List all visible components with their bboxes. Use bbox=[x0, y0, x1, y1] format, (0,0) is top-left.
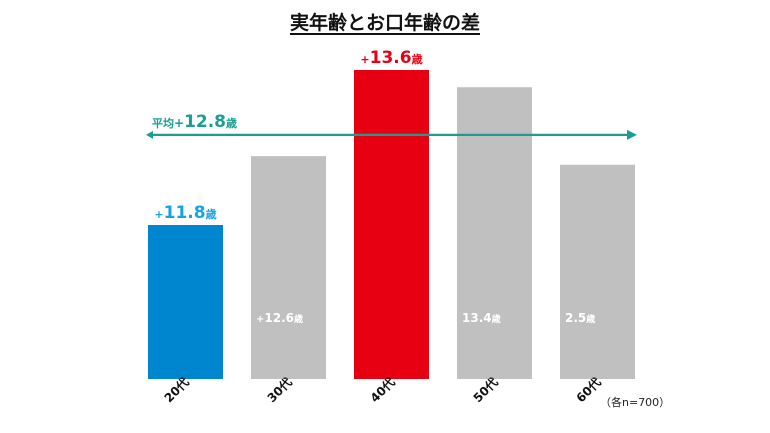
value-label-40代: +13.6歳 bbox=[360, 48, 422, 68]
value-label-60代: 2.5歳 bbox=[565, 311, 595, 325]
average-line-right-arrow-icon bbox=[627, 129, 637, 140]
bar-30代 bbox=[251, 156, 326, 379]
average-label: 平均+12.8歳 bbox=[152, 112, 237, 132]
value-label-50代: 13.4歳 bbox=[462, 311, 501, 325]
bar-60代 bbox=[560, 164, 635, 379]
value-labels-layer: +11.8歳 +12.6歳 +13.6歳 13.4歳 2.5歳 bbox=[154, 48, 595, 325]
chart-title-text: 実年齢とお口年齢の差 bbox=[289, 12, 480, 34]
chart-title: 実年齢とお口年齢の差 bbox=[0, 8, 770, 35]
sample-size-note: （各n=700） bbox=[600, 396, 671, 409]
tick-label-20代: 20代 bbox=[161, 374, 192, 405]
tick-label-50代: 50代 bbox=[470, 374, 501, 405]
tick-label-30代: 30代 bbox=[264, 374, 295, 405]
average-line-group: 平均+12.8歳 bbox=[146, 112, 637, 140]
bar-40代 bbox=[354, 70, 429, 379]
bar-20代 bbox=[148, 225, 223, 379]
bar-50代 bbox=[457, 87, 532, 379]
value-label-20代: +11.8歳 bbox=[154, 203, 216, 223]
value-label-30代: +12.6歳 bbox=[256, 311, 303, 325]
x-axis-ticks: 20代 30代 40代 50代 60代 bbox=[161, 374, 604, 405]
average-line-left-arrow-icon bbox=[146, 130, 153, 139]
tick-label-40代: 40代 bbox=[367, 374, 398, 405]
